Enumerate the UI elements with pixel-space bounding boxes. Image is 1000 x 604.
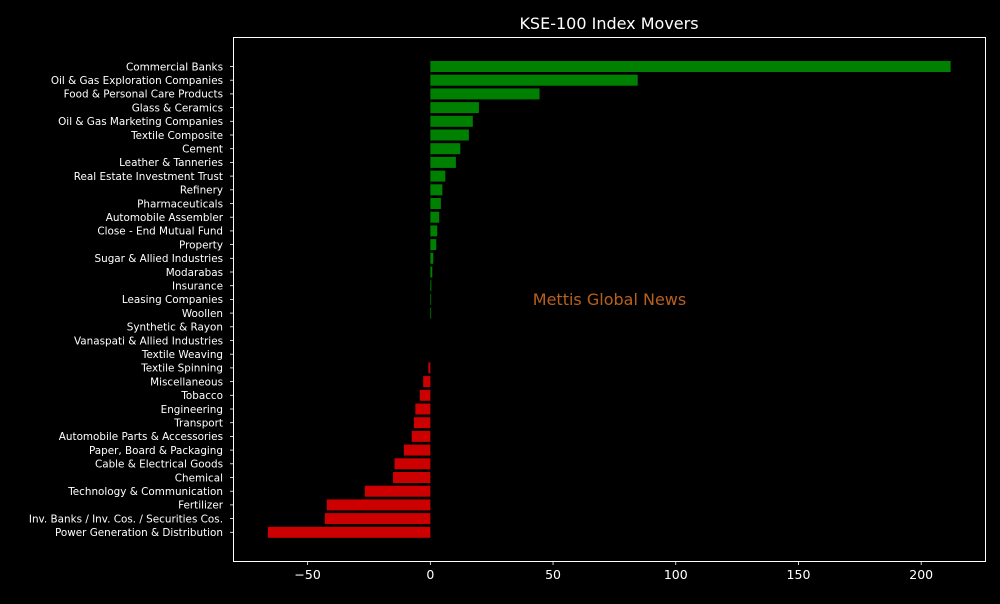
y-tick-label: Vanaspati & Allied Industries: [74, 335, 223, 347]
y-tick-label: Pharmaceuticals: [137, 198, 223, 210]
bar-oil-gas-exploration-companies: [430, 74, 638, 86]
y-tick-label: Technology & Communication: [67, 486, 223, 498]
y-tick-label: Textile Spinning: [140, 363, 223, 375]
y-tick-label: Oil & Gas Marketing Companies: [58, 116, 223, 128]
bar-pharmaceuticals: [430, 198, 441, 209]
bar-chemical: [393, 472, 431, 483]
y-tick-label: Inv. Banks / Inv. Cos. / Securities Cos.: [29, 513, 223, 525]
y-tick-label: Leasing Companies: [122, 294, 223, 306]
plot-frame: [233, 37, 986, 562]
bar-property: [430, 239, 437, 251]
bar-paper-board-packaging: [403, 444, 431, 456]
bar-modarabas: [430, 266, 433, 278]
bar-leasing-companies: [430, 293, 432, 305]
y-tick-label: Miscellaneous: [150, 376, 223, 388]
y-tick-label: Woollen: [182, 308, 223, 320]
bar-cement: [430, 143, 461, 155]
y-tick-label: Close - End Mutual Fund: [97, 226, 223, 238]
y-tick-label: Cable & Electrical Goods: [95, 459, 223, 471]
y-tick-label: Refinery: [180, 185, 223, 197]
bar-insurance: [430, 280, 432, 292]
bar-power-generation-distribution: [267, 526, 431, 538]
bar-commercial-banks: [430, 61, 951, 72]
y-tick-label: Chemical: [175, 472, 223, 484]
y-tick-label: Cement: [182, 144, 223, 156]
y-tick-label: Commercial Banks: [126, 61, 223, 73]
y-tick-label: Automobile Assembler: [106, 212, 224, 224]
bar-food-personal-care-products: [430, 88, 540, 100]
y-tick-label: Automobile Parts & Accessories: [59, 431, 223, 443]
y-tick-label: Paper, Board & Packaging: [89, 445, 223, 457]
bar-leather-tanneries: [430, 156, 456, 168]
bar-miscellaneous: [423, 376, 431, 388]
bar-transport: [413, 417, 431, 429]
bar-textile-spinning: [428, 362, 431, 374]
bar-engineering: [415, 403, 431, 415]
y-tick-label: Textile Weaving: [141, 349, 223, 361]
y-tick-label: Transport: [173, 418, 223, 430]
bar-tobacco: [419, 389, 431, 401]
x-tick-label: 0: [426, 567, 434, 582]
bars-group: [267, 61, 951, 538]
y-tick-label: Property: [179, 239, 223, 251]
y-tick-label: Glass & Ceramics: [132, 102, 223, 114]
bar-sugar-allied-industries: [430, 252, 434, 264]
x-tick-label: 100: [664, 567, 688, 582]
bar-technology-communication: [364, 485, 431, 497]
x-tick-label: 150: [787, 567, 811, 582]
bar-inv-banks-inv-cos-securities-cos: [324, 513, 431, 525]
bar-close-end-mutual-fund: [430, 225, 438, 237]
bar-refinery: [430, 184, 443, 196]
y-tick-label: Fertilizer: [178, 500, 224, 512]
bar-cable-electrical-goods: [394, 458, 431, 470]
bar-textile-composite: [430, 129, 469, 141]
y-tick-label: Textile Composite: [130, 130, 223, 142]
x-tick-label: −50: [294, 567, 320, 582]
y-tick-label: Power Generation & Distribution: [55, 527, 223, 539]
chart-title: KSE-100 Index Movers: [519, 14, 698, 33]
x-tick-label: 200: [909, 567, 933, 582]
y-tick-label: Sugar & Allied Industries: [95, 253, 223, 265]
y-tick-label: Modarabas: [166, 267, 223, 279]
y-tick-label: Leather & Tanneries: [119, 157, 223, 169]
bar-real-estate-investment-trust: [430, 170, 446, 182]
y-tick-labels: Commercial Banks Oil & Gas Exploration Co…: [29, 61, 234, 539]
annotation-watermark: Mettis Global News: [533, 290, 686, 309]
bar-glass-ceramics: [430, 102, 479, 114]
bar-oil-gas-marketing-companies: [430, 115, 473, 127]
y-tick-label: Synthetic & Rayon: [127, 322, 223, 334]
y-tick-label: Real Estate Investment Trust: [74, 171, 223, 183]
bar-fertilizer: [326, 499, 431, 511]
y-tick-label: Engineering: [161, 404, 223, 416]
y-tick-label: Oil & Gas Exploration Companies: [51, 75, 223, 87]
bar-automobile-assembler: [430, 211, 440, 223]
y-tick-label: Tobacco: [180, 390, 223, 402]
y-tick-label: Food & Personal Care Products: [64, 89, 223, 101]
bar-woollen: [430, 307, 432, 319]
bar-automobile-parts-accessories: [411, 430, 431, 442]
y-tick-label: Insurance: [172, 281, 223, 293]
x-tick-label: 50: [545, 567, 561, 582]
